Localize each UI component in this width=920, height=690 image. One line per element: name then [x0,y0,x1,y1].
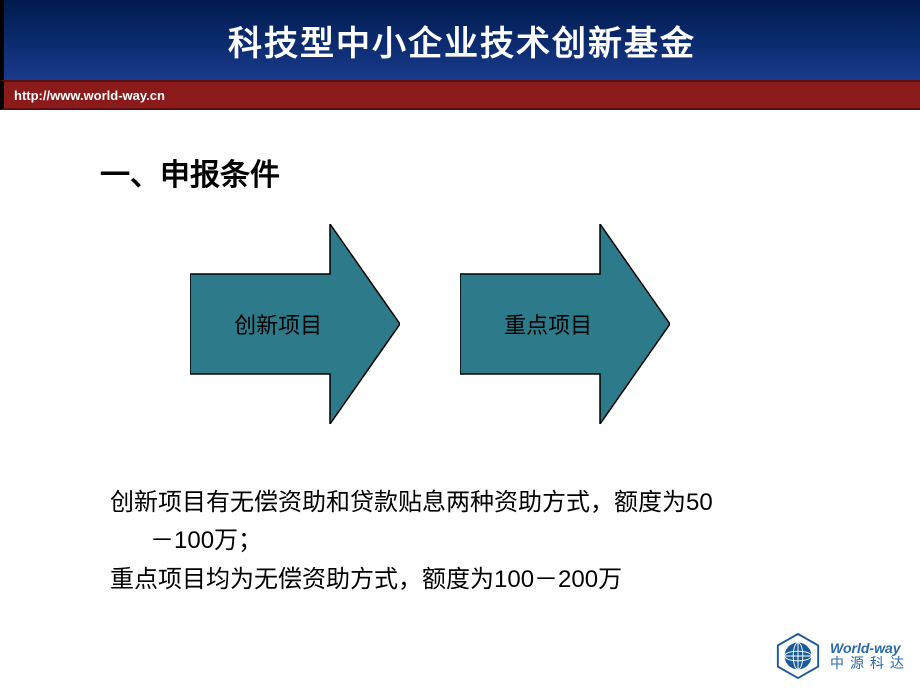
logo-brand-en: World-way [830,641,910,656]
logo-hex-icon [774,632,822,680]
body-line-2: 重点项目均为无偿资助方式，额度为100－200万 [110,561,820,599]
url-text: http://www.world-way.cn [14,88,165,103]
arrow-label: 创新项目 [234,308,322,340]
arrows-container: 创新项目 重点项目 [190,224,820,424]
arrow-innovation: 创新项目 [190,224,400,424]
body-text: 创新项目有无偿资助和贷款贴息两种资助方式，额度为50 －100万； 重点项目均为… [110,484,820,599]
arrow-label: 重点项目 [504,308,592,340]
url-bar: http://www.world-way.cn [0,80,920,110]
body-line-1b: －100万； [110,522,820,560]
logo-text: World-way 中源科达 [830,641,910,672]
company-logo: World-way 中源科达 [774,632,910,680]
slide-header: 科技型中小企业技术创新基金 [0,0,920,80]
body-line-1: 创新项目有无偿资助和贷款贴息两种资助方式，额度为50 [110,484,820,522]
slide-title: 科技型中小企业技术创新基金 [228,16,696,65]
logo-brand-cn: 中源科达 [830,656,910,671]
arrow-key: 重点项目 [460,224,670,424]
slide-content: 一、申报条件 创新项目 重点项目 创新项目有无偿资助和贷款贴息两种资助方式，额度… [0,110,920,599]
section-title: 一、申报条件 [100,150,820,194]
